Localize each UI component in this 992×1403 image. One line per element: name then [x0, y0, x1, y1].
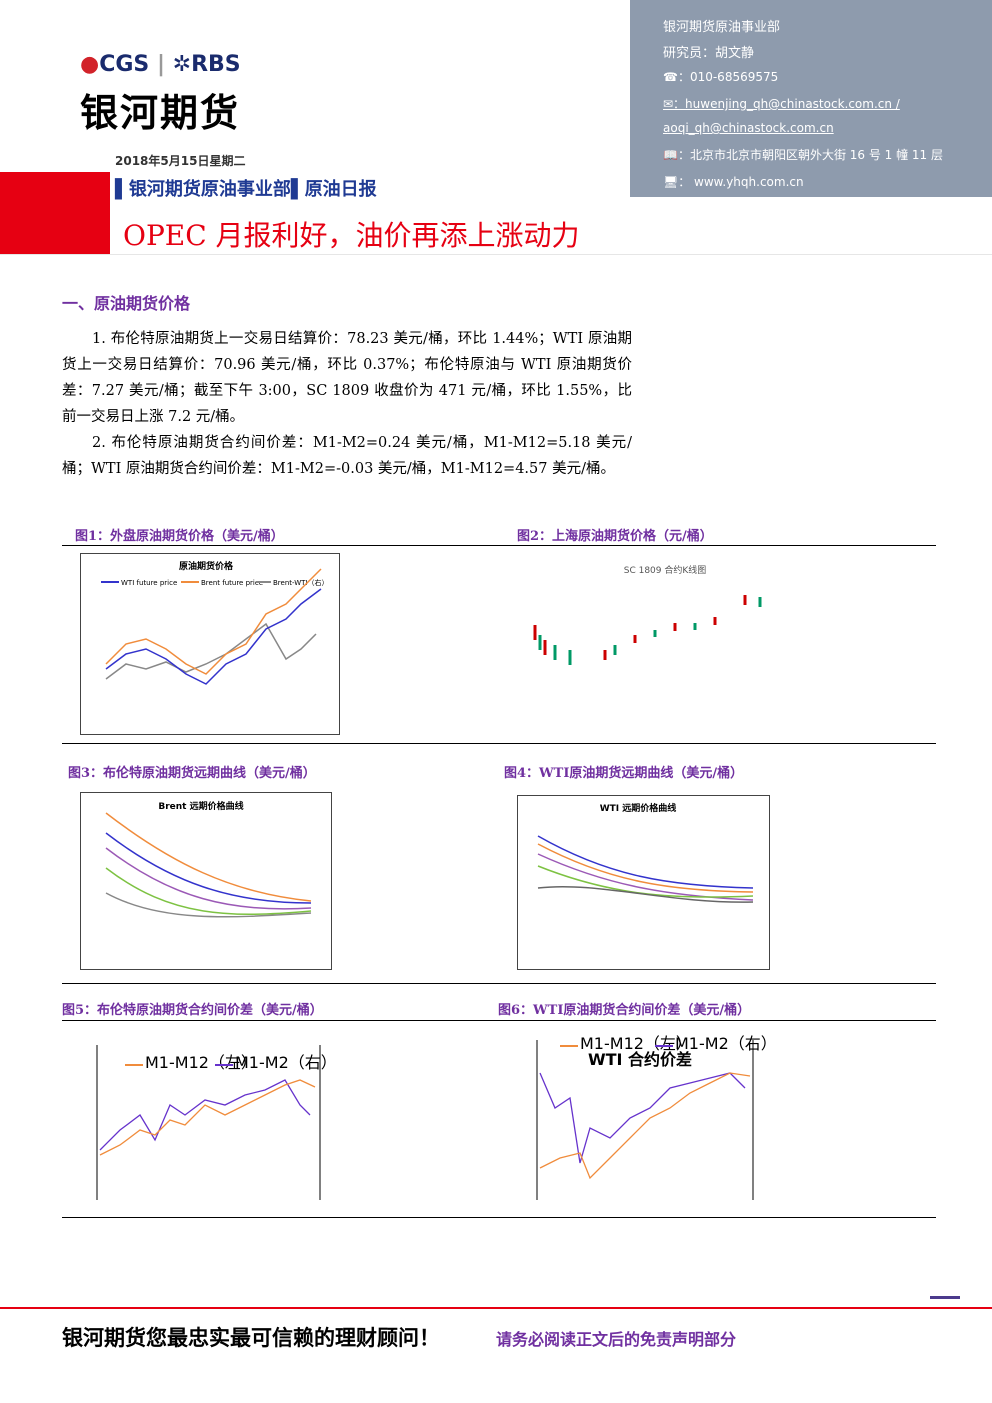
chart-title: WTI 合约价差	[588, 1050, 692, 1069]
legend-label: Brent future price	[201, 579, 263, 587]
decor-line	[105, 847, 312, 910]
figure-caption: 图3：布伦特原油期货远期曲线（美元/桶）	[68, 766, 316, 781]
decor-line	[105, 812, 312, 902]
decor-line	[105, 867, 312, 916]
footer-disclaimer: 请务必阅读正文后的免责声明部分	[496, 1330, 737, 1349]
figure-chart: M1-M12（左） M1-M2（右） WTI 合约价差	[536, 1034, 772, 1200]
logo: ●CGS | ✲RBS	[80, 52, 241, 77]
contact-website: 🖥： www.yhqh.com.cn	[663, 175, 804, 189]
paragraph: 2. 布伦特原油期货合约间价差：M1-M2=0.24 美元/桶，M1-M12=5…	[62, 435, 632, 477]
decor-line	[99, 1079, 311, 1151]
figure-chart: 原油期货价格 WTI future price Brent future pri…	[80, 553, 340, 735]
contact-department: 银河期货原油事业部	[663, 20, 781, 35]
decor-line	[537, 865, 754, 898]
paragraph: 1. 布伦特原油期货上一交易日结算价：78.23 美元/桶，环比 1.44%；W…	[62, 331, 632, 425]
report-type: 原油日报	[304, 179, 377, 200]
decor-line	[539, 1072, 746, 1164]
section-body: 1. 布伦特原油期货上一交易日结算价：78.23 美元/桶，环比 1.44%；W…	[62, 326, 632, 482]
decor-line	[105, 622, 317, 680]
decor-line	[105, 832, 312, 904]
legend-label: M1-M2（右）	[675, 1034, 772, 1053]
contact-analyst: 研究员：胡文静	[663, 46, 755, 61]
rule	[62, 545, 936, 546]
company-name: 银河期货	[80, 91, 241, 135]
figure-caption: 图2：上海原油期货价格（元/桶）	[517, 529, 713, 544]
decor-line	[99, 1079, 316, 1156]
figure-chart: M1-M12（左） M1-M2（右）	[96, 1045, 330, 1200]
decor-line	[537, 835, 754, 889]
report-date: 2018年5月15日星期二	[115, 154, 246, 168]
rule	[62, 743, 936, 744]
decor-line	[537, 843, 754, 893]
report-title: OPEC 月报利好，油价再添上涨动力	[123, 219, 580, 252]
header-rule	[0, 254, 992, 255]
legend-label: M1-M2（右）	[235, 1053, 330, 1072]
decor-candles	[538, 597, 762, 665]
decor-line	[537, 853, 754, 901]
chart-title: SC 1809 合约K线图	[624, 564, 707, 576]
department-line: 银河期货原油事业部	[128, 179, 291, 200]
legend-label: Brent-WTI（右）	[273, 578, 329, 587]
rule	[62, 1020, 936, 1021]
legend-label: M1-M12（左）	[145, 1053, 257, 1072]
figure-chart: Brent 远期价格曲线	[80, 792, 332, 970]
red-block	[0, 172, 110, 255]
footer-rule	[0, 1307, 992, 1309]
contact-email-2: aoqi_qh@chinastock.com.cn	[663, 121, 834, 135]
decor-line	[537, 885, 754, 903]
footer-slogan: 银河期货您最忠实最可信赖的理财顾问！	[62, 1326, 440, 1350]
rule	[62, 1217, 936, 1218]
figure-caption: 图4：WTI原油期货远期曲线（美元/桶）	[504, 766, 744, 781]
figure-caption: 图6：WTI原油期货合约间价差（美元/桶）	[498, 1003, 751, 1018]
legend-label: WTI future price	[121, 579, 177, 587]
figure-caption: 图1：外盘原油期货价格（美元/桶）	[75, 529, 284, 544]
contact-phone: ☎：010-68569575	[663, 70, 779, 84]
figure-chart: SC 1809 合约K线图	[533, 564, 762, 665]
decor-candles	[533, 595, 747, 660]
decor-line	[105, 568, 322, 675]
chart-title: Brent 远期价格曲线	[158, 800, 243, 812]
legend-label: M1-M12（左）	[580, 1034, 692, 1053]
decor-line	[539, 1072, 751, 1180]
rule	[62, 983, 936, 984]
chart-title: 原油期货价格	[179, 560, 234, 572]
chart-title: WTI 远期价格曲线	[600, 802, 677, 814]
logo-partner: RBS	[191, 52, 241, 77]
report-line: ▌银河期货原油事业部▌原油日报	[115, 179, 377, 200]
contact-address: 📖：北京市北京市朝阳区朝外大街 16 号 1 幢 11 层	[663, 148, 944, 162]
decor-line	[105, 892, 312, 918]
contact-box: 银河期货原油事业部 研究员：胡文静 ☎：010-68569575 ✉：huwen…	[630, 0, 992, 197]
figure-chart: WTI 远期价格曲线	[517, 795, 770, 970]
figure-caption: 图5：布伦特原油期货合约间价差（美元/桶）	[62, 1003, 323, 1018]
contact-email: ✉：huwenjing_qh@chinastock.com.cn /	[663, 97, 900, 111]
section-heading: 一、原油期货价格	[62, 294, 191, 313]
logo-brand: CGS	[99, 52, 150, 77]
decor-line	[105, 588, 322, 685]
footer-mark	[930, 1296, 960, 1299]
